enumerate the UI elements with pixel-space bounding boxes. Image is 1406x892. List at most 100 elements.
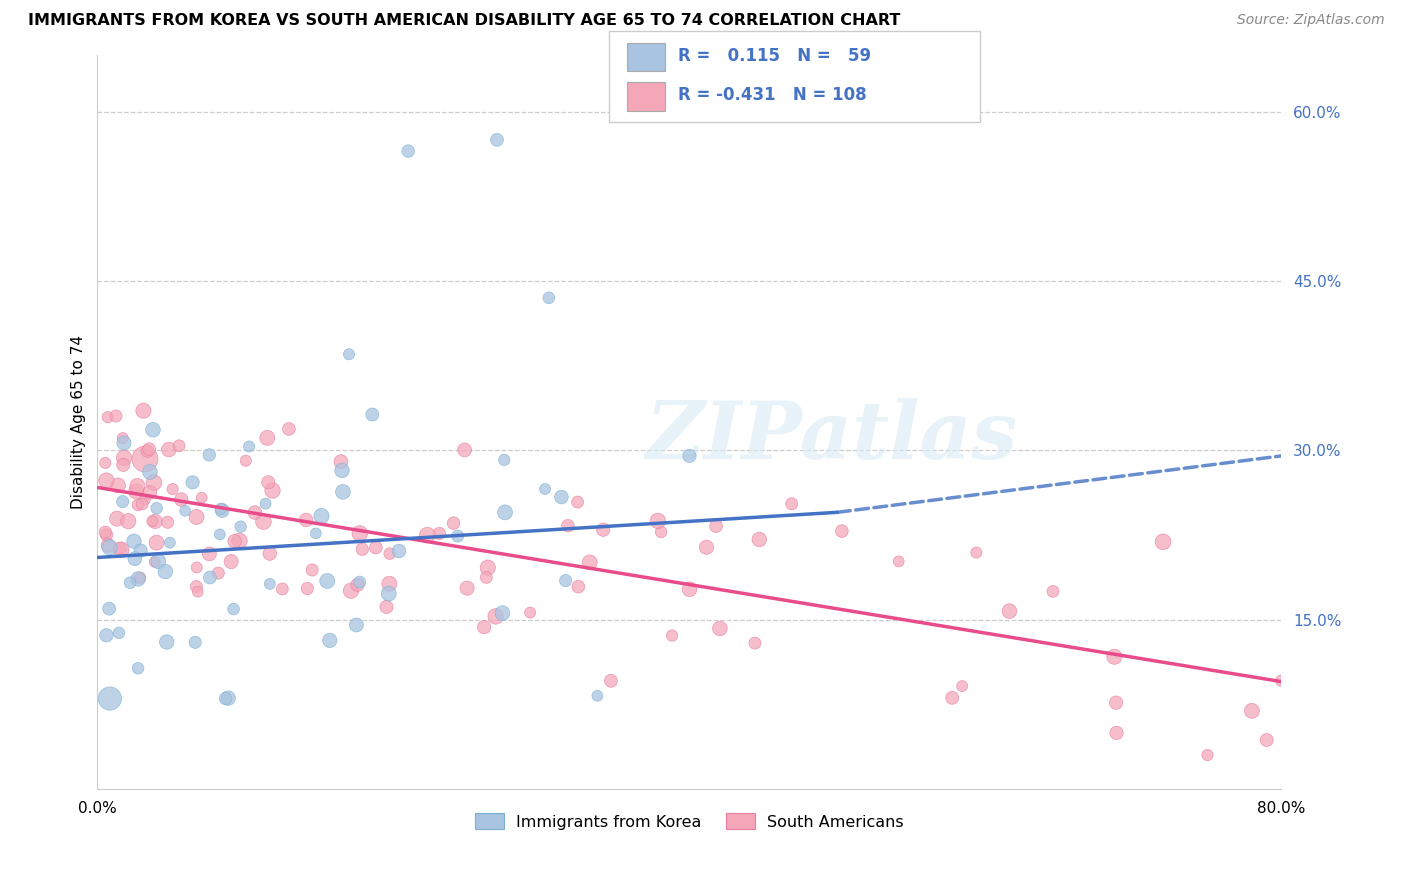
Point [1197,747,1219,762]
Point [174,504,197,518]
Point [127,479,149,493]
Point [148,554,170,568]
Point [127,498,149,512]
Point [127,572,149,586]
Y-axis label: Disability Age 65 to 74: Disability Age 65 to 74 [72,335,86,509]
Point [112,450,135,465]
Point [472,620,495,634]
Point [235,454,257,468]
Point [494,453,516,467]
Point [329,455,352,469]
Point [695,541,717,555]
Point [378,576,401,591]
Point [456,581,478,595]
Point [678,582,700,597]
Text: R =   0.115   N =   59: R = 0.115 N = 59 [678,46,870,65]
Point [162,482,184,496]
Point [416,528,439,542]
Point [364,541,387,555]
Point [1042,584,1064,599]
Point [337,347,360,361]
Point [238,440,260,454]
Point [94,525,117,540]
Point [198,448,221,462]
Point [186,510,208,524]
Point [138,442,160,457]
Point [157,442,180,457]
Point [567,495,589,509]
Point [262,483,284,498]
Point [519,606,541,620]
Point [965,545,987,559]
Point [134,452,156,467]
Point [1105,696,1128,710]
Point [131,497,153,511]
Point [375,599,398,614]
Point [187,584,209,599]
Point [207,566,229,580]
Point [534,482,557,496]
Point [224,534,246,549]
Point [222,602,245,616]
Point [155,565,177,579]
Point [209,502,232,516]
Point [377,586,399,600]
Point [1256,733,1278,747]
Point [396,144,419,158]
Point [184,635,207,649]
Point [124,551,146,566]
Text: IMMIGRANTS FROM KOREA VS SOUTH AMERICAN DISABILITY AGE 65 TO 74 CORRELATION CHAR: IMMIGRANTS FROM KOREA VS SOUTH AMERICAN … [28,13,900,29]
Point [105,511,128,525]
Point [349,526,371,541]
Point [344,618,367,632]
Point [108,626,131,640]
Point [143,515,166,529]
Point [98,541,121,555]
Point [941,690,963,705]
Point [170,492,193,507]
Point [198,570,221,584]
Text: ZIPatlas: ZIPatlas [645,398,1018,475]
Point [678,449,700,463]
Point [485,609,508,624]
Point [259,547,281,561]
Point [704,519,727,533]
Point [330,463,353,477]
Point [600,673,623,688]
Point [105,409,128,423]
Point [96,474,118,488]
Point [537,291,560,305]
Point [557,518,579,533]
Point [139,485,162,500]
Point [254,497,277,511]
Point [361,408,384,422]
Text: Source: ZipAtlas.com: Source: ZipAtlas.com [1237,13,1385,28]
Point [647,514,669,528]
Point [550,490,572,504]
Point [98,601,121,615]
Point [129,571,152,585]
Point [96,628,118,642]
Point [141,514,163,528]
Point [349,575,371,590]
Legend: Immigrants from Korea, South Americans: Immigrants from Korea, South Americans [468,806,910,836]
Point [319,633,342,648]
Point [346,578,368,592]
Point [277,422,299,436]
Point [110,541,132,556]
Point [388,544,411,558]
Point [252,515,274,529]
Point [295,513,318,527]
Point [198,547,221,561]
Point [132,403,155,417]
Point [1104,649,1126,664]
Point [97,410,120,425]
Point [453,442,475,457]
Point [186,580,208,594]
Point [107,478,129,492]
Point [661,629,683,643]
Point [297,582,319,596]
Point [229,519,252,533]
Point [214,691,236,706]
Point [1152,534,1174,549]
